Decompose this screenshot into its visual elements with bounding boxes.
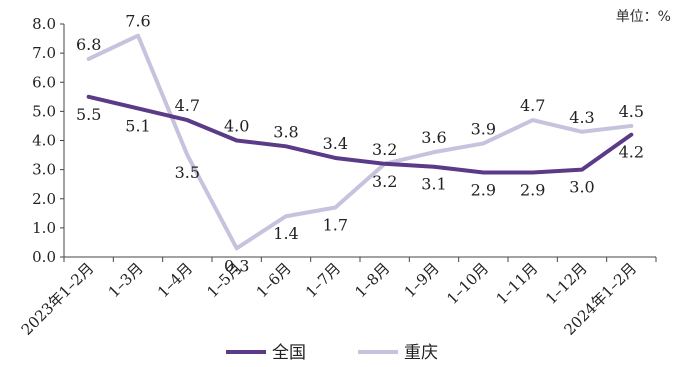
data-label: 4.3 bbox=[569, 108, 594, 127]
y-tick-label: 2.0 bbox=[32, 190, 56, 208]
y-tick-label: 8.0 bbox=[32, 15, 56, 33]
data-label: 3.0 bbox=[569, 178, 594, 197]
data-label: 2.9 bbox=[520, 181, 545, 200]
data-label: 3.9 bbox=[471, 119, 496, 138]
axes: 0.0 1.0 2.0 3.0 4.0 5.0 6.0 7.0 8.0 2023年1–2月 1–3月… bbox=[18, 15, 657, 339]
data-label: 6.8 bbox=[76, 35, 101, 54]
data-label: 4.7 bbox=[520, 96, 545, 115]
legend: 全国 重庆 bbox=[226, 343, 438, 363]
data-label: 4.0 bbox=[224, 117, 249, 136]
data-label: 0.3 bbox=[224, 256, 249, 275]
x-tick-label: 1–4月 bbox=[154, 259, 196, 301]
y-tick-label: 0.0 bbox=[32, 248, 56, 266]
y-tick-label: 6.0 bbox=[32, 73, 56, 91]
x-tick-label: 1–7月 bbox=[302, 259, 344, 301]
data-label: 4.2 bbox=[619, 143, 644, 162]
legend-label-重庆: 重庆 bbox=[404, 343, 438, 363]
y-tick-label: 4.0 bbox=[32, 132, 56, 150]
data-label: 3.5 bbox=[175, 163, 200, 182]
x-tick-label: 1–11月 bbox=[493, 259, 542, 308]
x-tick-label: 1–9月 bbox=[401, 259, 443, 301]
series-lines bbox=[86, 33, 634, 251]
data-label: 3.4 bbox=[323, 134, 348, 153]
data-label: 3.2 bbox=[372, 140, 397, 159]
series-line-重庆 bbox=[86, 33, 634, 251]
data-label: 7.6 bbox=[125, 12, 150, 31]
data-label: 3.8 bbox=[273, 122, 298, 141]
series-line-全国 bbox=[86, 94, 634, 175]
data-label: 4.7 bbox=[175, 96, 200, 115]
y-tick-label: 1.0 bbox=[32, 219, 56, 237]
data-label: 3.1 bbox=[421, 175, 446, 194]
data-label: 5.1 bbox=[125, 116, 150, 135]
data-label: 5.5 bbox=[76, 105, 101, 124]
y-tick-label: 5.0 bbox=[32, 102, 56, 120]
x-tick-label: 1–8月 bbox=[351, 259, 393, 301]
x-tick-label: 2023年1–2月 bbox=[18, 259, 98, 339]
legend-label-全国: 全国 bbox=[272, 343, 306, 363]
unit-label: 单位：% bbox=[615, 9, 671, 25]
x-tick-label: 1–3月 bbox=[105, 259, 147, 301]
x-tick-label: 1–12月 bbox=[542, 259, 591, 308]
data-label: 1.4 bbox=[273, 224, 298, 243]
y-tick-label: 3.0 bbox=[32, 161, 56, 179]
x-tick-label: 1–10月 bbox=[443, 259, 492, 308]
data-label: 2.9 bbox=[471, 181, 496, 200]
data-labels: 5.5 6.8 5.1 7.6 4.7 3.5 4.0 0.3 3.8 1.4 3.4 1.7 3.2 3… bbox=[76, 12, 644, 276]
x-tick-label: 1–6月 bbox=[253, 259, 295, 301]
data-label: 1.7 bbox=[323, 215, 348, 234]
data-label: 3.2 bbox=[372, 172, 397, 191]
data-label: 3.6 bbox=[421, 128, 446, 147]
y-tick-label: 7.0 bbox=[32, 44, 56, 62]
data-label: 4.5 bbox=[619, 102, 644, 121]
